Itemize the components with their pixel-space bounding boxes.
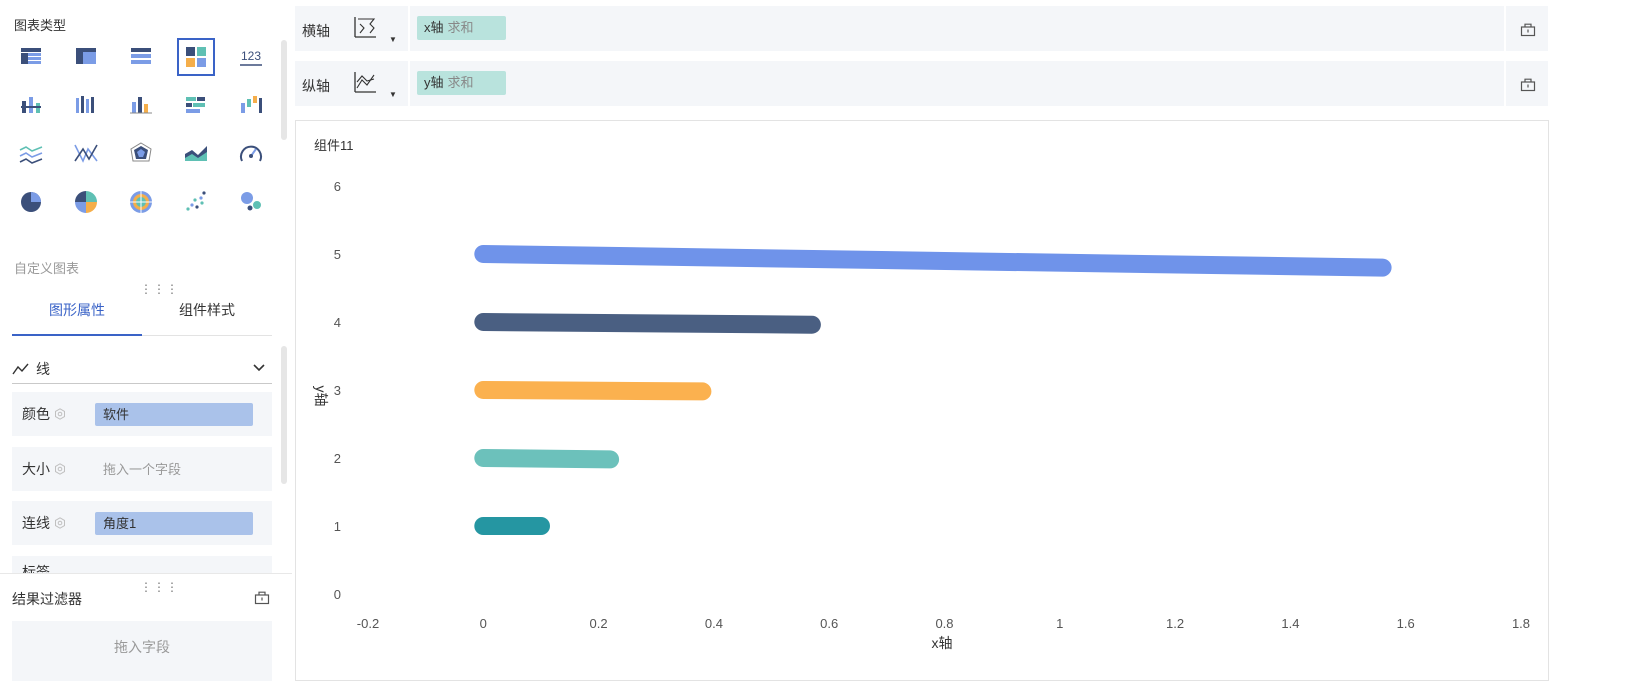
line-mark-icon: [12, 363, 29, 374]
series-line-2[interactable]: [474, 313, 821, 334]
resize-grip[interactable]: ⋮⋮⋮: [140, 580, 179, 594]
series-line-1[interactable]: [474, 245, 1392, 277]
x-tick-label: 0.2: [590, 616, 608, 631]
y-axis-title: y轴: [313, 386, 329, 407]
horizontal-bar-icon[interactable]: [177, 87, 215, 125]
tab-component-style[interactable]: 组件样式: [179, 302, 235, 318]
gear-icon[interactable]: [54, 408, 66, 420]
pivot-table-icon[interactable]: [67, 38, 105, 76]
line-chart-icon[interactable]: [12, 135, 50, 173]
y-axis-lock-icon[interactable]: [1520, 76, 1536, 92]
x-tick-label: 0: [480, 616, 487, 631]
y-tick-label: 4: [334, 315, 341, 330]
rose-chart-icon[interactable]: [122, 183, 160, 221]
y-field-name: y轴: [424, 75, 444, 90]
y-field-agg: 求和: [447, 75, 474, 90]
left-panel: 图表类型 123 自定义图表 ⋮⋮⋮ 图形属性 组件样式 线 颜色 软件 大小 …: [0, 0, 294, 681]
y-tick-label: 1: [334, 519, 341, 534]
x-tick-label: 1: [1056, 616, 1063, 631]
x-tick-label: 0.4: [705, 616, 723, 631]
y-axis-type-icon[interactable]: [352, 70, 378, 96]
x-field-agg: 求和: [447, 20, 474, 35]
property-row-size: 大小 拖入一个字段: [12, 447, 272, 491]
scatter-icon[interactable]: [177, 183, 215, 221]
x-tick-label: 1.2: [1166, 616, 1184, 631]
combo-chart-icon[interactable]: [177, 38, 215, 76]
chart-card: 组件11 0 1 2 3 4 5 6 -0.2 0 0.2 0.4 0.6 0.8 1 1.2 1.4 1.6 1.…: [295, 120, 1549, 681]
filter-lock-icon[interactable]: [254, 589, 270, 605]
gauge-icon[interactable]: [232, 135, 270, 173]
y-tick-label: 6: [334, 179, 341, 194]
scrollbar[interactable]: [281, 40, 287, 140]
x-tick-label: 1.6: [1397, 616, 1415, 631]
filter-title: 结果过滤器: [12, 591, 82, 607]
y-field-chip[interactable]: y轴 求和: [417, 71, 506, 95]
y-tick-label: 5: [334, 247, 341, 262]
table-icon[interactable]: [12, 38, 50, 76]
x-tick-label: 1.8: [1512, 616, 1530, 631]
property-label-connect: 连线: [22, 515, 50, 531]
x-axis-type-icon[interactable]: [352, 15, 378, 41]
property-label-size: 大小: [22, 461, 50, 477]
size-field[interactable]: 拖入一个字段: [103, 462, 182, 477]
y-tick-label: 0: [334, 587, 341, 602]
column-chart-icon[interactable]: [122, 87, 160, 125]
gear-icon[interactable]: [54, 463, 66, 475]
property-label-label: 标签: [22, 564, 50, 574]
chart-type-title: 图表类型: [14, 18, 67, 33]
connect-field[interactable]: 角度1: [95, 512, 253, 535]
custom-chart-label[interactable]: 自定义图表: [14, 261, 80, 276]
x-tick-label: 0.8: [935, 616, 953, 631]
property-tabs: 图形属性 组件样式: [12, 296, 272, 336]
divider: [0, 573, 292, 574]
pie-chart-icon[interactable]: [12, 183, 50, 221]
x-axis-label: 横轴: [302, 23, 330, 39]
resize-grip[interactable]: ⋮⋮⋮: [140, 282, 179, 296]
color-field[interactable]: 软件: [95, 403, 253, 426]
property-row-color: 颜色 软件: [12, 392, 272, 436]
area-chart-icon[interactable]: [177, 135, 215, 173]
donut-pie-icon[interactable]: [67, 183, 105, 221]
x-field-chip[interactable]: x轴 求和: [417, 16, 506, 40]
property-label-color: 颜色: [22, 406, 50, 422]
scrollbar[interactable]: [281, 346, 287, 484]
x-tick-label: -0.2: [357, 616, 379, 631]
series-line-4[interactable]: [474, 449, 620, 469]
caret-down-icon[interactable]: ▼: [389, 35, 397, 44]
x-tick-label: 1.4: [1281, 616, 1299, 631]
x-axis-title: x轴: [932, 635, 953, 651]
caret-down-icon[interactable]: ▼: [389, 90, 397, 99]
radar-lines-icon[interactable]: [67, 135, 105, 173]
property-row-connect: 连线 角度1: [12, 501, 272, 545]
x-field-name: x轴: [424, 20, 444, 35]
gear-icon[interactable]: [54, 517, 66, 529]
y-tick-label: 2: [334, 451, 341, 466]
mark-type-dropdown[interactable]: 线: [12, 354, 272, 384]
waterfall-icon[interactable]: [232, 87, 270, 125]
svg-text:123: 123: [241, 49, 261, 63]
series-line-3[interactable]: [474, 381, 712, 401]
y-axis-bar: 纵轴 ▼ y轴 求和: [295, 61, 1548, 106]
filter-drop-zone[interactable]: 拖入字段: [12, 621, 272, 681]
property-row-label: 标签: [12, 556, 272, 574]
x-axis-lock-icon[interactable]: [1520, 21, 1536, 37]
tab-shape-properties[interactable]: 图形属性: [12, 296, 142, 336]
y-axis-label: 纵轴: [302, 78, 330, 94]
stacked-bar-icon[interactable]: [12, 87, 50, 125]
y-tick-label: 3: [334, 383, 341, 398]
line-chart: 组件11 0 1 2 3 4 5 6 -0.2 0 0.2 0.4 0.6 0.8 1 1.2 1.4 1.6 1.…: [313, 138, 1530, 651]
mark-type-label: 线: [36, 360, 50, 377]
chart-title: 组件11: [314, 138, 354, 153]
chevron-down-icon: [253, 364, 265, 372]
bubble-icon[interactable]: [232, 183, 270, 221]
x-axis-bar: 横轴 ▼ x轴 求和: [295, 6, 1548, 51]
radar-chart-icon[interactable]: [122, 135, 160, 173]
grouped-column-icon[interactable]: [67, 87, 105, 125]
number-card-icon[interactable]: 123: [232, 38, 270, 76]
x-tick-label: 0.6: [820, 616, 838, 631]
detail-table-icon[interactable]: [122, 38, 160, 76]
